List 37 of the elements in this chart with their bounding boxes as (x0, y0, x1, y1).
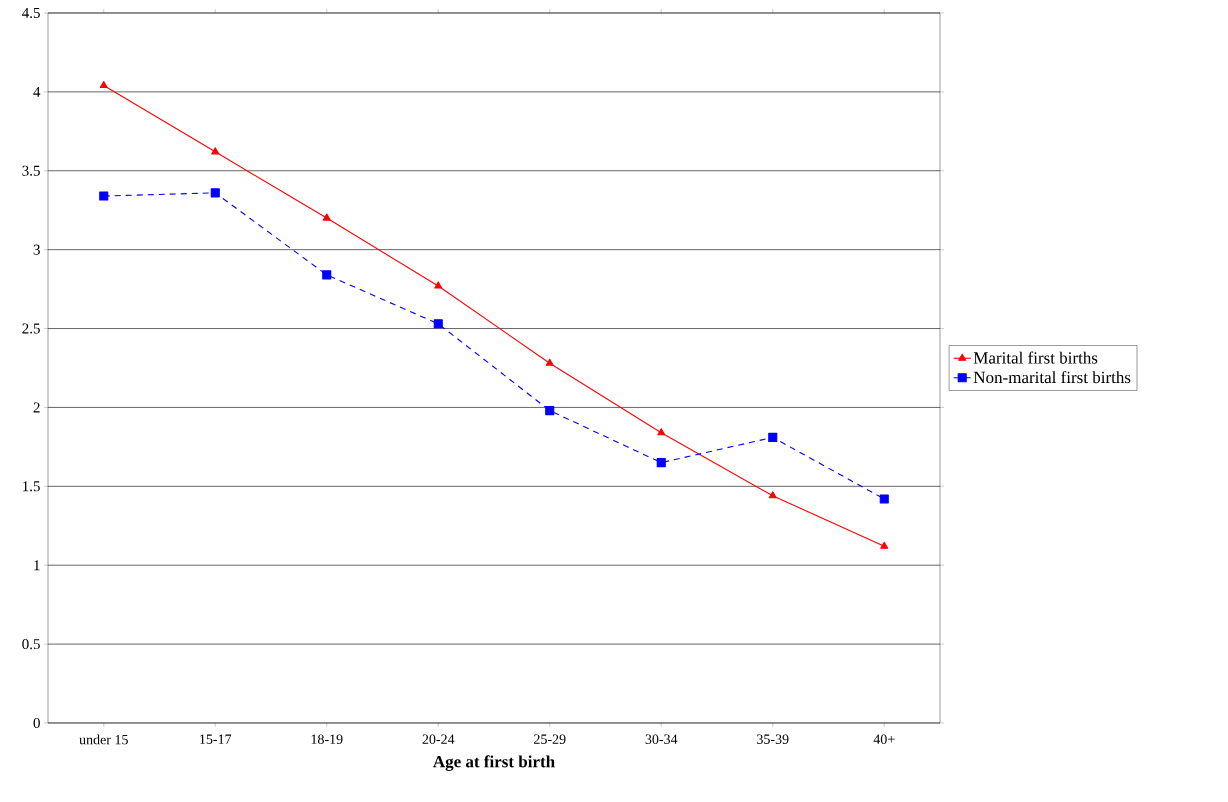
y-tick-label: 3 (33, 244, 40, 255)
point (656, 458, 666, 468)
point (434, 281, 443, 289)
x-tick-label: 35-39 (757, 734, 789, 744)
point (657, 428, 666, 436)
x-tick-label: 20-24 (422, 734, 455, 744)
point (322, 213, 331, 221)
x-tick-label: under 15 (79, 734, 128, 745)
point (322, 270, 332, 280)
point (880, 541, 889, 549)
x-axis-title: Age at first birth (433, 755, 555, 771)
y-tick-label: 1 (34, 560, 40, 571)
point (211, 147, 220, 155)
legend-label: Non-marital first births (973, 370, 1131, 384)
y-tick-label: 1.5 (23, 481, 40, 492)
point (433, 319, 443, 329)
point (768, 432, 778, 442)
point (545, 406, 555, 416)
y-tick-label: 4 (33, 86, 41, 97)
y-tick-label: 2 (33, 402, 40, 413)
x-tick-label: 25-29 (534, 734, 566, 744)
y-tick-label: 4.5 (22, 7, 40, 19)
y-tick-label: 2.5 (22, 323, 40, 334)
point (545, 358, 554, 366)
x-tick-label: 40+ (873, 734, 895, 744)
y-tick-label: 0 (33, 717, 40, 729)
x-tick-label: 18-19 (311, 734, 343, 744)
point (99, 81, 108, 89)
x-tick-label: 15-17 (200, 734, 232, 744)
point (99, 191, 109, 201)
point (768, 491, 777, 499)
y-tick-label: 3.5 (22, 165, 40, 176)
x-tick-label: 30-34 (645, 734, 678, 744)
point (210, 188, 220, 198)
y-tick-label: 0.5 (22, 639, 40, 650)
point (879, 494, 889, 504)
legend-label: Marital first births (973, 351, 1098, 364)
